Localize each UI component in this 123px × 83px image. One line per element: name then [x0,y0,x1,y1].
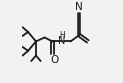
Text: H: H [59,31,65,40]
Text: O: O [51,55,59,65]
Text: N: N [58,36,66,46]
Text: N: N [75,2,83,12]
